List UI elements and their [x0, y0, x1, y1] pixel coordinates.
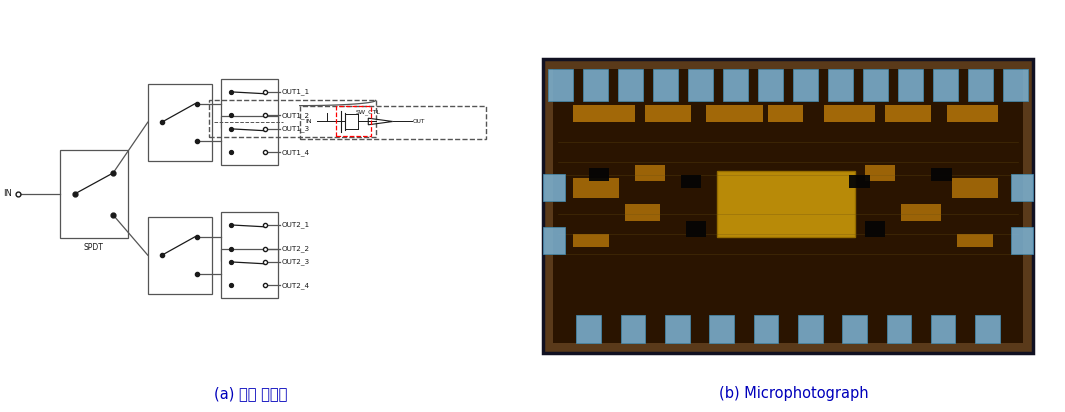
Bar	[829, 69, 853, 101]
Bar	[898, 69, 923, 101]
Text: IN: IN	[306, 119, 312, 124]
Text: SW_CTL: SW_CTL	[356, 109, 380, 115]
Text: OUT: OUT	[412, 119, 425, 124]
Bar	[758, 69, 783, 101]
Bar	[573, 178, 620, 198]
Bar	[798, 315, 822, 343]
Bar	[709, 315, 734, 343]
Bar	[952, 178, 998, 198]
Bar	[621, 315, 645, 343]
Bar	[1012, 227, 1033, 254]
Bar	[768, 105, 803, 122]
Text: SPDT: SPDT	[84, 243, 104, 252]
Bar	[584, 69, 608, 101]
Bar	[222, 212, 278, 261]
Bar	[968, 69, 993, 101]
Bar	[645, 105, 691, 122]
Bar	[543, 227, 564, 254]
Bar	[931, 315, 955, 343]
Bar	[723, 69, 748, 101]
Bar	[573, 234, 609, 247]
Bar	[824, 105, 875, 122]
Bar	[933, 69, 957, 101]
Bar	[865, 165, 896, 181]
Text: OUT1_2: OUT1_2	[281, 112, 310, 119]
Bar	[222, 249, 278, 298]
Bar	[754, 315, 779, 343]
Bar	[548, 69, 573, 101]
Bar	[222, 116, 278, 165]
Text: OUT2_2: OUT2_2	[281, 245, 310, 252]
Bar	[635, 165, 666, 181]
Bar	[976, 315, 1000, 343]
Bar	[148, 84, 212, 161]
Bar	[543, 174, 564, 201]
Bar	[209, 101, 376, 137]
Bar	[842, 315, 867, 343]
Bar	[931, 168, 952, 181]
Bar	[717, 171, 854, 237]
Bar	[956, 234, 993, 247]
Text: (a) 회로 구성도: (a) 회로 구성도	[214, 386, 286, 401]
Bar	[1012, 174, 1033, 201]
Bar	[222, 79, 278, 128]
Bar	[706, 105, 763, 122]
Text: OUT2_1: OUT2_1	[281, 222, 310, 228]
Bar	[553, 69, 1023, 343]
Bar	[653, 69, 678, 101]
Bar	[947, 105, 998, 122]
Bar	[619, 69, 643, 101]
Text: OUT1_4: OUT1_4	[281, 149, 310, 156]
Bar	[624, 204, 660, 221]
Bar	[681, 175, 701, 188]
Bar	[543, 59, 1033, 353]
Bar	[573, 105, 635, 122]
Bar	[589, 168, 609, 181]
Bar	[60, 150, 128, 238]
Bar	[686, 221, 706, 237]
Bar	[337, 106, 371, 136]
Text: OUT2_3: OUT2_3	[281, 259, 310, 265]
Text: OUT1_1: OUT1_1	[281, 89, 310, 95]
Bar	[850, 175, 870, 188]
Bar	[148, 217, 212, 294]
Text: IN: IN	[3, 190, 12, 199]
Text: OUT1_3: OUT1_3	[281, 126, 310, 132]
Bar	[864, 69, 888, 101]
Bar	[665, 315, 690, 343]
Bar	[865, 221, 885, 237]
Bar	[901, 204, 941, 221]
Bar	[886, 315, 912, 343]
Bar	[1003, 69, 1028, 101]
Bar	[299, 105, 486, 139]
Bar	[793, 69, 818, 101]
Bar	[885, 105, 931, 122]
Bar	[576, 315, 601, 343]
Bar	[688, 69, 712, 101]
Text: (b) Microphotograph: (b) Microphotograph	[719, 386, 868, 401]
Text: OUT2_4: OUT2_4	[281, 282, 310, 289]
